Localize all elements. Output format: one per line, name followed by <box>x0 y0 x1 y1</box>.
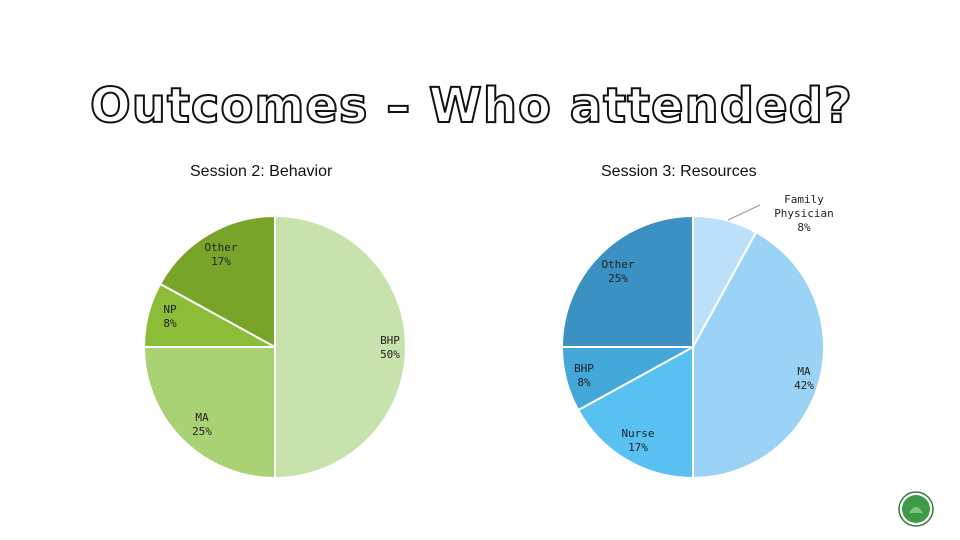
slice-label-ma: MA 42% <box>794 365 814 392</box>
slice-label-bhp: BHP 8% <box>574 362 594 389</box>
leader-line-family-physician <box>727 204 761 221</box>
slice-label-np: NP 8% <box>163 303 177 330</box>
page-title: Outcomes – Who attended? <box>89 77 853 135</box>
slice-label-other: Other 17% <box>204 241 237 268</box>
chart-title-session-3: Session 3: Resources <box>601 163 757 180</box>
slice-label-bhp: BHP 50% <box>380 334 400 361</box>
pie-slice-ma <box>142 346 276 480</box>
pie-slice-nurse <box>576 345 694 480</box>
pie-slice-ma <box>692 230 825 480</box>
chart-title-session-2: Session 2: Behavior <box>190 163 333 180</box>
pie-slice-bhp <box>274 214 407 480</box>
pie-slice-other <box>560 214 694 348</box>
pie-slice-other <box>158 214 276 349</box>
slice-label-family-physician: Family Physician 8% <box>774 193 834 234</box>
slice-label-nurse: Nurse 17% <box>621 427 654 454</box>
logo-seal-icon <box>898 491 934 527</box>
slice-label-ma: MA 25% <box>192 411 212 438</box>
slice-label-other: Other 25% <box>601 258 634 285</box>
